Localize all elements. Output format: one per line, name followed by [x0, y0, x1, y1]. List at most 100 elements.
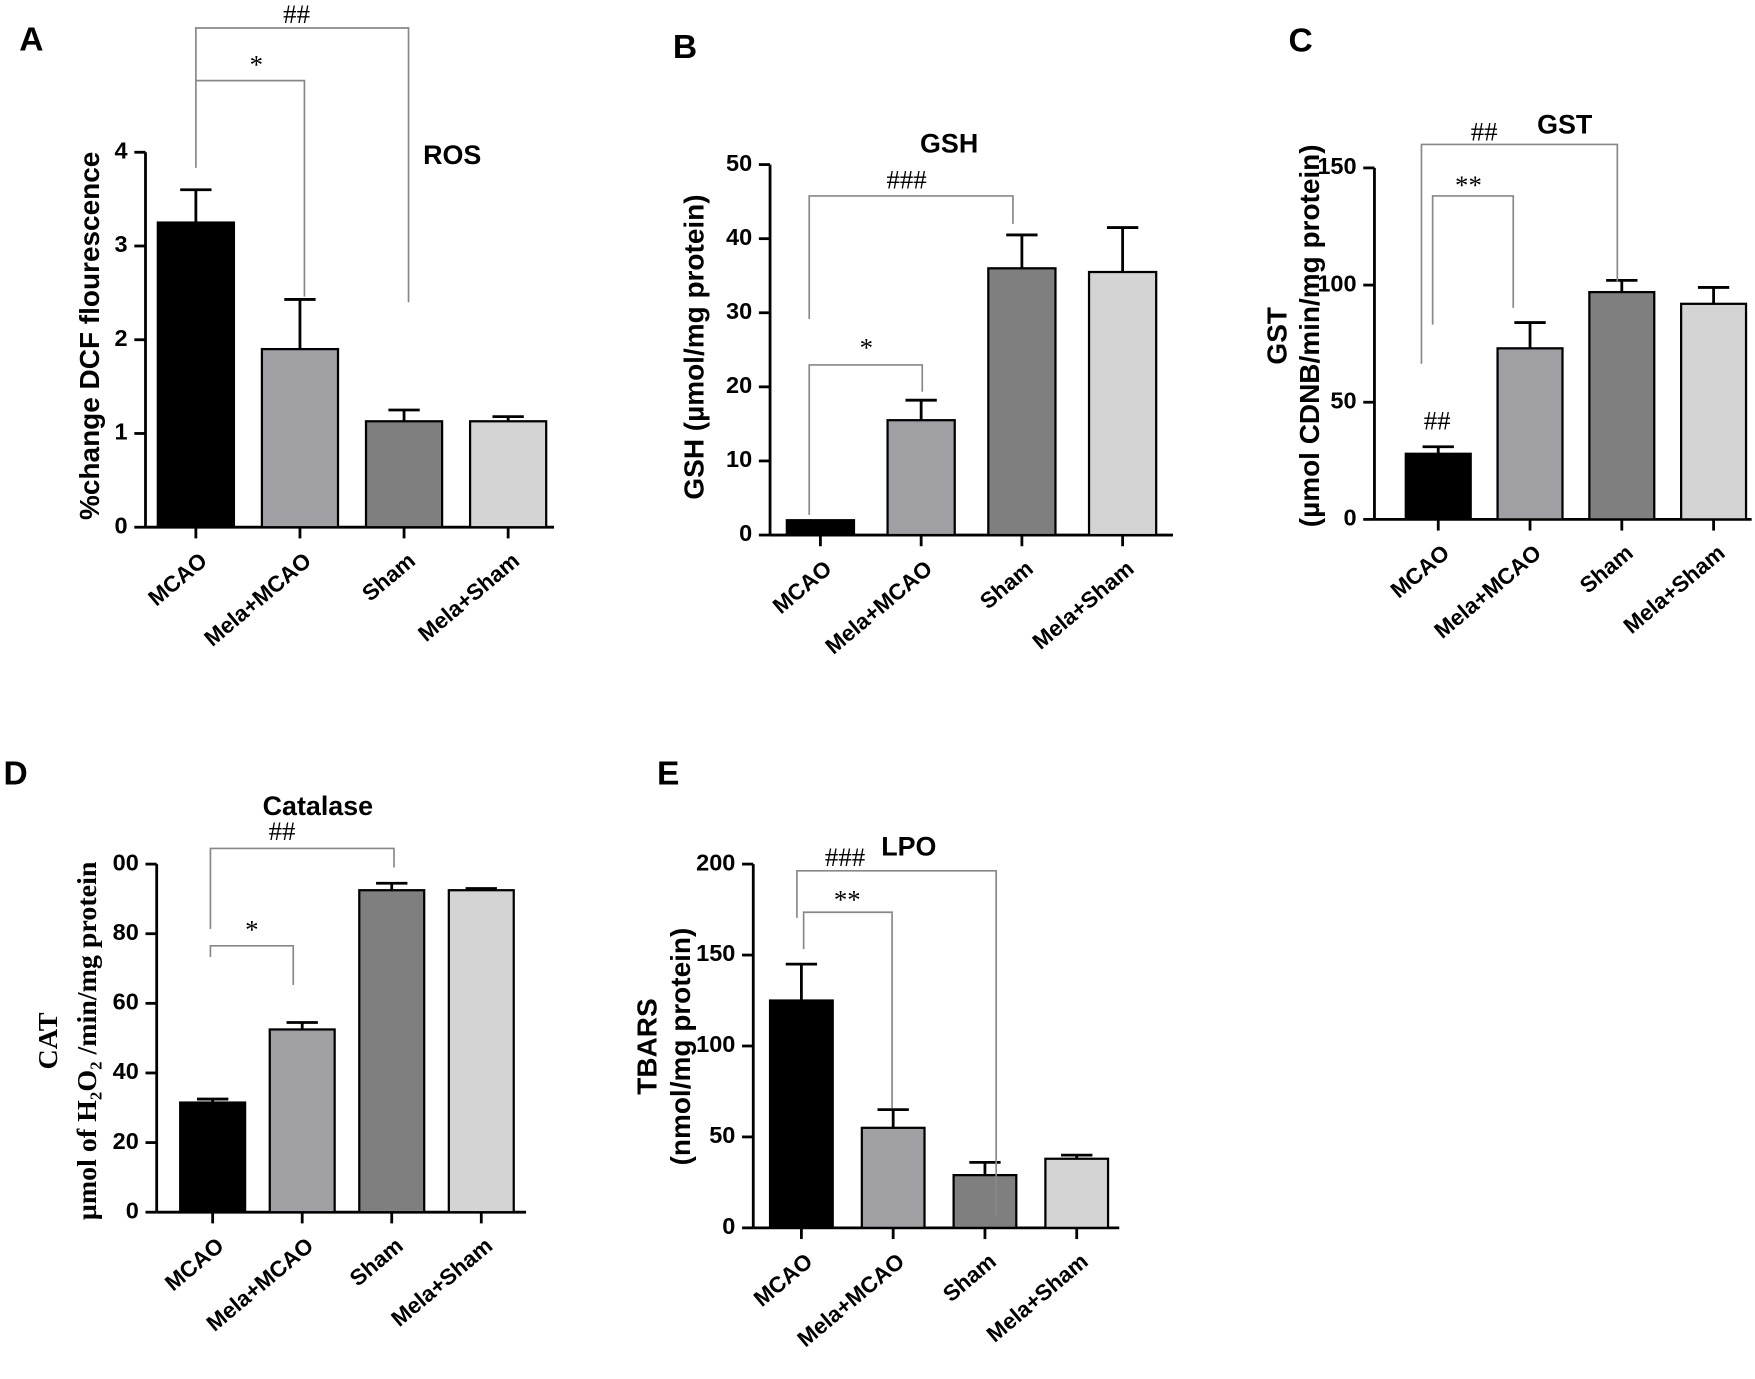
chart-title: ROS: [423, 140, 481, 170]
significance-bracket: [209, 944, 295, 985]
y-axis-label: (µmol CDNB/min/mg protein): [1294, 144, 1325, 527]
bar: [860, 1126, 926, 1229]
y-tick-label: 100: [1317, 270, 1356, 296]
x-tick-label: Sham: [975, 556, 1038, 614]
y-tick-label: 4: [115, 137, 128, 163]
panel-letter: E: [657, 756, 679, 793]
chart-title: LPO: [881, 832, 936, 862]
significance-label: ###: [886, 165, 926, 195]
bar: [358, 889, 426, 1214]
x-tick-label: Mela+MCAO: [199, 548, 316, 651]
significance-bracket: [1420, 143, 1619, 364]
y-tick-label: 0: [739, 520, 752, 546]
bar: [1404, 452, 1472, 521]
panel-letter: A: [19, 21, 43, 58]
y-axis-label: GSH (µmol/mg protein): [679, 194, 710, 499]
x-tick-label: Sham: [938, 1248, 1001, 1306]
chart-title: GST: [1537, 110, 1593, 140]
bar: [260, 347, 340, 529]
y-tick-label: 80: [113, 919, 139, 945]
significance-label: **: [1455, 170, 1482, 200]
significance-label: **: [834, 884, 861, 914]
panel-letter: B: [673, 29, 697, 66]
y-tick-label: 0: [722, 1213, 735, 1239]
bar: [1496, 347, 1564, 521]
bar: [468, 420, 548, 529]
bar: [768, 999, 834, 1229]
x-tick-label: Mela+MCAO: [821, 556, 938, 659]
y-tick-label: 30: [726, 298, 752, 324]
significance-label: ##: [1471, 117, 1498, 147]
significance-bracket: [802, 911, 893, 1109]
y-tick-label: 1: [115, 419, 128, 445]
significance-label: *: [250, 49, 263, 79]
bar: [987, 267, 1057, 537]
bar: [364, 420, 444, 529]
significance-bracket: [796, 869, 997, 1217]
y-tick-label: 0: [115, 512, 128, 538]
y-axis-label: %change DCF flourescence: [74, 152, 105, 520]
x-tick-label: MCAO: [1386, 540, 1454, 603]
significance-bracket: [1431, 195, 1515, 325]
y-tick-label: 50: [1330, 387, 1356, 413]
y-tick-label: 0: [1343, 505, 1356, 531]
x-tick-label: Sham: [1575, 540, 1638, 598]
significance-label: ##: [269, 816, 296, 846]
y-axis-label: µmol of H₂O₂ /min/mg protein: [72, 861, 103, 1220]
chart-title: Catalase: [263, 791, 374, 821]
bar: [268, 1028, 336, 1214]
x-tick-label: MCAO: [143, 548, 211, 611]
significance-bracket: [195, 27, 410, 303]
x-tick-label: MCAO: [749, 1248, 817, 1311]
x-tick-label: Mela+Sham: [1028, 556, 1139, 655]
y-tick-label: 150: [1317, 153, 1356, 179]
significance-bracket: [808, 364, 924, 515]
y-tick-label: 60: [113, 989, 139, 1015]
chart-title: GSH: [920, 129, 978, 159]
significance-label: ###: [825, 842, 865, 872]
x-tick-label: MCAO: [160, 1233, 228, 1296]
bar: [785, 519, 856, 537]
bar: [1588, 290, 1656, 521]
x-tick-label: Sham: [345, 1233, 408, 1291]
bar: [1087, 270, 1158, 537]
bar: [1044, 1157, 1110, 1229]
bar: [1680, 302, 1748, 521]
significance-label: ##: [283, 0, 310, 29]
y-tick-label: 00: [113, 849, 139, 875]
bar: [447, 889, 515, 1214]
significance-bracket: [808, 195, 1014, 320]
bar: [156, 221, 236, 529]
x-tick-label: Sham: [357, 548, 420, 606]
y-tick-label: 20: [726, 372, 752, 398]
y-tick-label: 40: [113, 1058, 139, 1084]
y-tick-label: 200: [696, 849, 735, 875]
y-tick-label: 100: [696, 1031, 735, 1057]
bar: [886, 419, 956, 537]
x-tick-label: Mela+Sham: [413, 548, 524, 647]
y-tick-label: 3: [115, 231, 128, 257]
y-tick-label: 2: [115, 325, 128, 351]
significance-label: ##: [1424, 405, 1451, 435]
y-tick-label: 40: [726, 224, 752, 250]
significance-bracket: [195, 79, 306, 297]
y-tick-label: 50: [709, 1122, 735, 1148]
significance-label: *: [245, 915, 258, 945]
y-tick-label: 50: [726, 150, 752, 176]
significance-bracket: [209, 847, 395, 930]
y-axis-label: (nmol/mg protein): [665, 928, 696, 1166]
panel-letter: C: [1288, 22, 1312, 59]
y-tick-label: 10: [726, 446, 752, 472]
x-tick-label: MCAO: [768, 556, 836, 619]
x-tick-label: Mela+Sham: [1619, 540, 1730, 639]
panel-letter: D: [4, 756, 28, 793]
significance-label: *: [860, 333, 873, 363]
y-axis-label: CAT: [33, 1012, 64, 1069]
bar: [952, 1173, 1018, 1229]
x-tick-label: Mela+Sham: [982, 1248, 1093, 1347]
y-axis-label: GST: [1262, 307, 1293, 364]
y-tick-label: 20: [113, 1128, 139, 1154]
y-tick-label: 150: [696, 940, 735, 966]
